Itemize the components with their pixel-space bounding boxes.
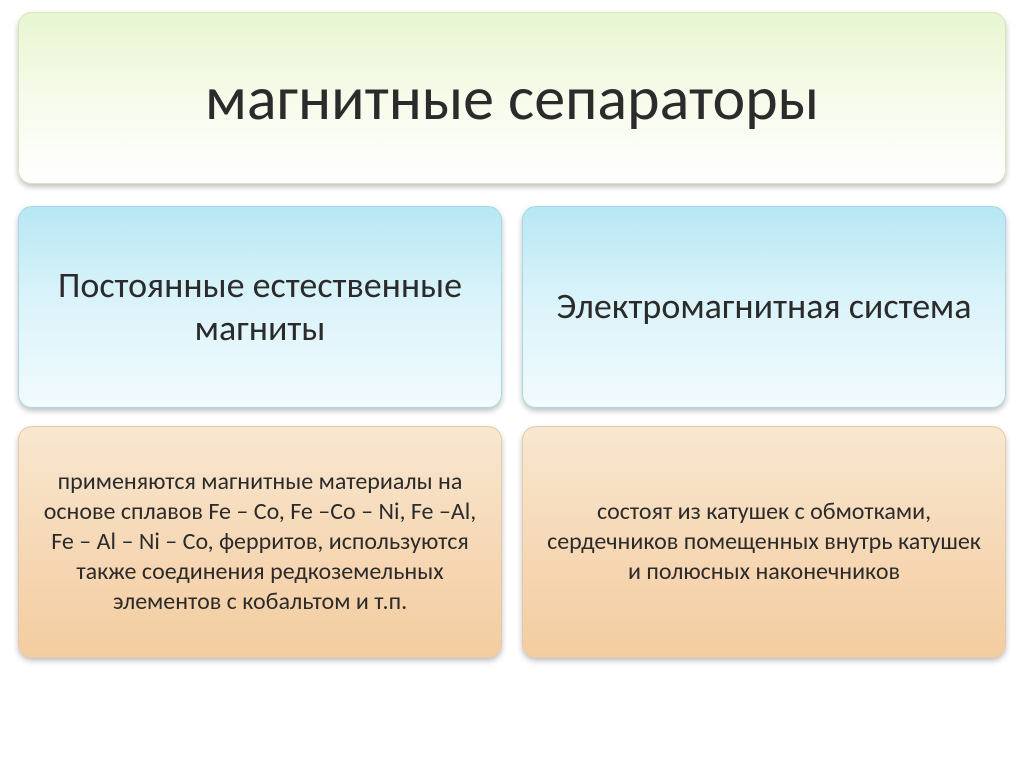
branch-left-desc: применяются магнитные материалы на основ…: [43, 467, 477, 617]
branch-right-title: Электромагнитная система: [556, 285, 971, 328]
branch-row: Постоянные естественные магниты применяю…: [18, 206, 1006, 658]
branch-right-title-box: Электромагнитная система: [522, 206, 1006, 408]
title-box: магнитные сепараторы: [18, 12, 1006, 184]
branch-right-desc-box: состоят из катушек с обмотками, сердечни…: [522, 426, 1006, 658]
title-text: магнитные сепараторы: [205, 60, 819, 136]
branch-left-title-box: Постоянные естественные магниты: [18, 206, 502, 408]
branch-left: Постоянные естественные магниты применяю…: [18, 206, 502, 658]
branch-right-desc: состоят из катушек с обмотками, сердечни…: [547, 497, 981, 587]
branch-left-desc-box: применяются магнитные материалы на основ…: [18, 426, 502, 658]
branch-right: Электромагнитная система состоят из кату…: [522, 206, 1006, 658]
branch-left-title: Постоянные естественные магниты: [33, 264, 487, 350]
